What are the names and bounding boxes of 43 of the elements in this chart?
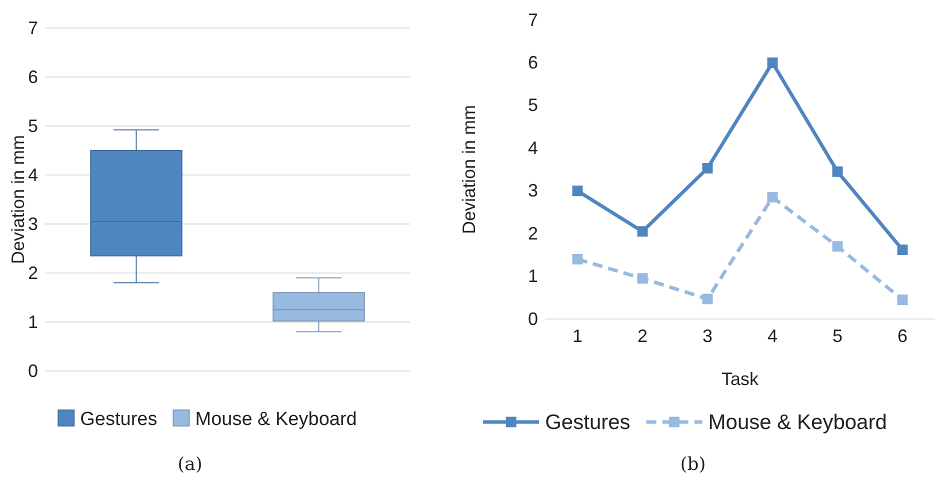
y-tick-label: 1 <box>528 266 538 286</box>
y-axis-title: Deviation in mm <box>8 134 28 264</box>
point <box>832 166 843 177</box>
point <box>767 57 778 68</box>
text: (b) <box>680 454 706 475</box>
point <box>832 241 843 252</box>
point <box>702 162 713 174</box>
y-tick-label: 6 <box>28 66 38 87</box>
legend-label: Gestures <box>545 411 630 434</box>
point <box>572 254 583 264</box>
point <box>637 273 648 284</box>
x-tick-label: 1 <box>572 326 583 346</box>
y-tick-label: 7 <box>28 18 38 38</box>
y-tick-label: 5 <box>528 95 538 116</box>
point <box>572 186 583 196</box>
legend-label: Mouse & Keyboard <box>708 411 887 434</box>
y-tick-label: 0 <box>28 360 38 381</box>
y-tick-label: 4 <box>528 138 538 158</box>
y-tick-label: 2 <box>528 223 538 244</box>
point <box>702 294 713 304</box>
x-tick-label: 3 <box>702 326 713 346</box>
y-tick-label: 1 <box>28 312 38 332</box>
y-tick-label: 5 <box>28 116 38 136</box>
point <box>767 192 778 203</box>
x-tick-label: 4 <box>767 326 778 346</box>
text: (a) <box>178 454 202 475</box>
legend-label: Gestures <box>80 409 158 430</box>
y-tick-label: 3 <box>28 214 38 234</box>
point <box>897 294 908 306</box>
y-tick-label: 2 <box>28 262 38 283</box>
x-tick-label: 2 <box>637 326 648 346</box>
y-tick-label: 7 <box>528 10 538 30</box>
y-tick-label: 3 <box>528 180 538 201</box>
y-tick-label: 6 <box>528 52 538 72</box>
point <box>637 226 648 237</box>
x-tick-label: 6 <box>897 326 908 346</box>
x-tick-label: 5 <box>832 326 843 346</box>
y-axis-title: Deviation in mm <box>459 104 479 234</box>
y-tick-label: 0 <box>528 308 538 329</box>
point <box>897 244 908 256</box>
y-tick-label: 4 <box>28 164 38 185</box>
x-axis-title: Task <box>721 369 760 389</box>
legend-label: Mouse & Keyboard <box>195 409 357 430</box>
